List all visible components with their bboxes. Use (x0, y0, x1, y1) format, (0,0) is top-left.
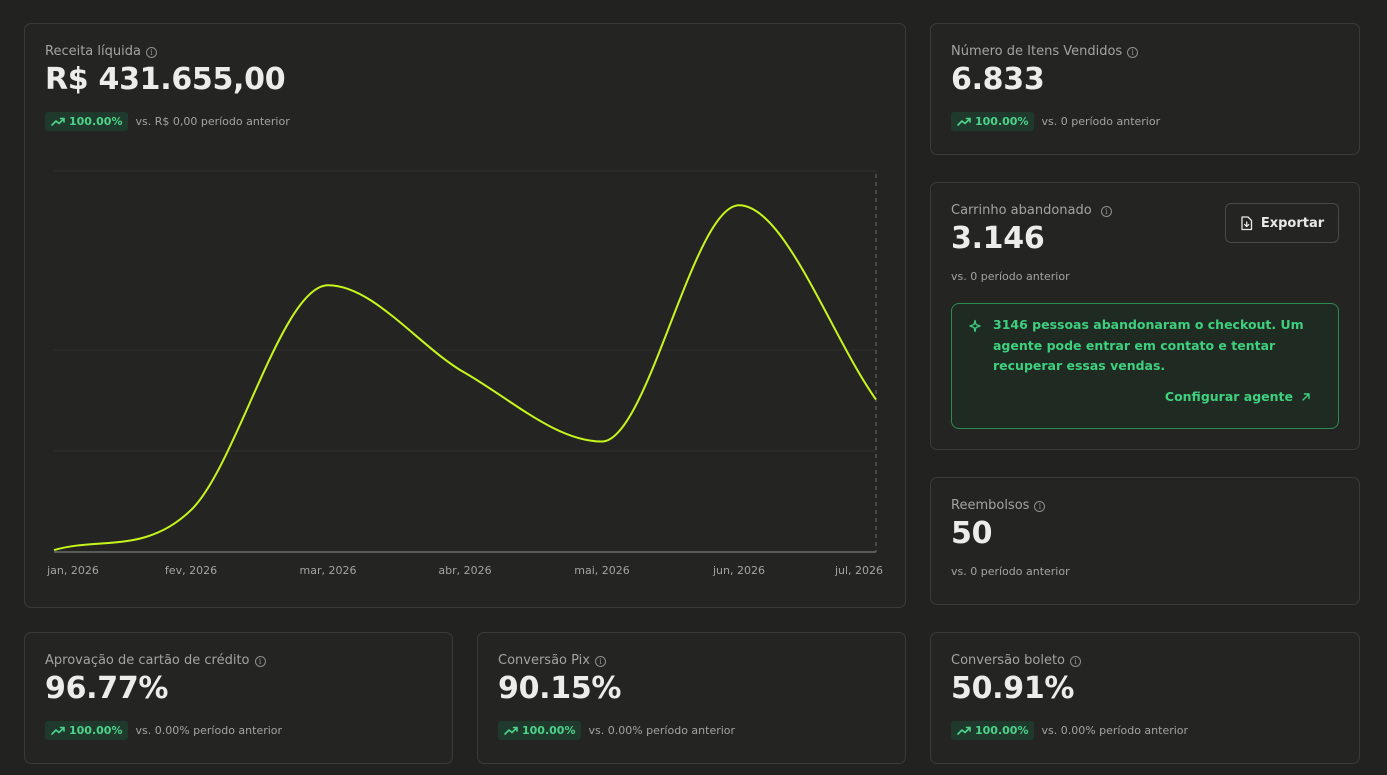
info-icon[interactable]: i (595, 655, 606, 667)
items-sold-badge-value: 100.00% (975, 115, 1029, 128)
agent-callout: 3146 pessoas abandonaram o checkout. Um … (951, 303, 1339, 429)
boleto-conversion-card (930, 632, 1360, 764)
x-tick-label: abr, 2026 (438, 564, 492, 577)
card-approval-badge-value: 100.00% (69, 724, 123, 737)
revenue-label: Receita líquida (45, 44, 141, 59)
configure-agent-link[interactable]: Configurar agente (1165, 389, 1311, 404)
pix-conversion-delta: 100.00% vs. 0.00% período anterior (498, 721, 735, 740)
abandoned-cart-comparison: vs. 0 período anterior (951, 270, 1070, 283)
arrow-up-right-icon (1302, 392, 1310, 401)
abandoned-cart-label-row: Carrinho abandonado i (951, 203, 1112, 218)
card-approval-card (24, 632, 453, 764)
boleto-conversion-label-row: Conversão boleto i (951, 653, 1081, 668)
trend-up-icon (51, 726, 65, 735)
items-sold-comparison: vs. 0 período anterior (1041, 115, 1161, 128)
info-icon[interactable]: i (1070, 655, 1081, 667)
pix-conversion-card (477, 632, 906, 764)
revenue-badge: 100.00% (45, 112, 129, 131)
items-sold-value: 6.833 (951, 62, 1045, 97)
x-tick-label: mar, 2026 (299, 564, 357, 577)
info-icon[interactable]: i (1034, 500, 1046, 512)
card-approval-badge: 100.00% (45, 721, 129, 740)
pix-conversion-value: 90.15% (498, 671, 622, 706)
trend-up-icon (504, 726, 518, 735)
revenue-delta: 100.00% vs. R$ 0,00 período anterior (45, 112, 290, 131)
items-sold-label: Número de Itens Vendidos (951, 44, 1123, 59)
card-approval-delta: 100.00% vs. 0.00% período anterior (45, 721, 282, 740)
card-approval-value: 96.77% (45, 671, 169, 706)
info-icon[interactable]: i (1127, 46, 1139, 58)
export-file-icon (1241, 215, 1252, 230)
info-icon[interactable]: i (145, 46, 157, 58)
boleto-conversion-comparison: vs. 0.00% período anterior (1041, 724, 1189, 737)
abandoned-cart-label: Carrinho abandonado (951, 203, 1092, 218)
refunds-label: Reembolsos (951, 498, 1030, 513)
pix-conversion-label-row: Conversão Pix i (498, 653, 606, 668)
boleto-conversion-badge-value: 100.00% (975, 724, 1029, 737)
x-tick-label: mai, 2026 (574, 564, 630, 577)
refunds-value: 50 (951, 516, 993, 551)
configure-agent-label: Configurar agente (1164, 389, 1293, 404)
pix-conversion-badge-value: 100.00% (522, 724, 576, 737)
boleto-conversion-value: 50.91% (951, 671, 1075, 706)
abandoned-cart-value: 3.146 (951, 221, 1045, 256)
revenue-badge-value: 100.00% (69, 115, 123, 128)
trend-up-icon (957, 117, 971, 126)
card-approval-label: Aprovação de cartão de crédito (45, 653, 250, 668)
sparkle-icon (969, 319, 981, 333)
refunds-comparison: vs. 0 período anterior (951, 565, 1070, 578)
info-icon[interactable]: i (1100, 205, 1112, 217)
pix-conversion-comparison: vs. 0.00% período anterior (588, 724, 736, 737)
card-approval-label-row: Aprovação de cartão de crédito i (45, 653, 266, 668)
x-tick-label: fev, 2026 (164, 564, 218, 577)
x-tick-label: jan, 2026 (47, 564, 99, 577)
items-sold-card (930, 23, 1360, 155)
items-sold-delta: 100.00% vs. 0 período anterior (951, 112, 1160, 131)
items-sold-label-row: Número de Itens Vendidos i (951, 44, 1139, 59)
trend-up-icon (51, 117, 65, 126)
x-tick-label: jul, 2026 (834, 564, 884, 577)
boleto-conversion-label: Conversão boleto (951, 653, 1065, 668)
items-sold-badge: 100.00% (951, 112, 1035, 131)
export-label: Exportar (1260, 215, 1325, 231)
pix-conversion-badge: 100.00% (498, 721, 582, 740)
card-approval-comparison: vs. 0.00% período anterior (135, 724, 283, 737)
agent-message: 3146 pessoas abandonaram o checkout. Um … (993, 317, 1304, 373)
refunds-card (930, 477, 1360, 605)
pix-conversion-label: Conversão Pix (498, 653, 590, 668)
revenue-label-row: Receita líquida i (45, 44, 157, 59)
boleto-conversion-delta: 100.00% vs. 0.00% período anterior (951, 721, 1188, 740)
revenue-comparison: vs. R$ 0,00 período anterior (135, 115, 290, 128)
boleto-conversion-badge: 100.00% (951, 721, 1035, 740)
info-icon[interactable]: i (254, 655, 266, 667)
revenue-card (24, 23, 906, 608)
x-tick-label: jun, 2026 (713, 564, 765, 577)
trend-up-icon (957, 726, 971, 735)
export-button[interactable]: Exportar (1225, 203, 1339, 243)
refunds-label-row: Reembolsos i (951, 498, 1046, 513)
revenue-value: R$ 431.655,00 (45, 62, 286, 97)
